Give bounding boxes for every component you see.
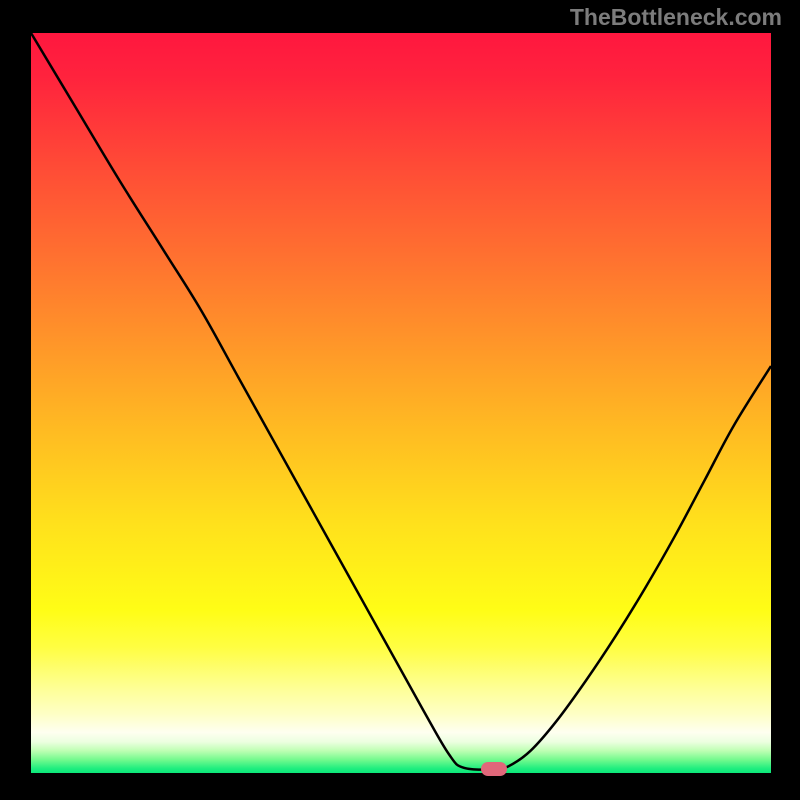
bottleneck-chart [31, 33, 771, 773]
watermark-text: TheBottleneck.com [570, 4, 782, 31]
plot-background [31, 33, 771, 773]
optimal-point-marker [481, 762, 507, 776]
chart-frame: TheBottleneck.com [0, 0, 800, 800]
